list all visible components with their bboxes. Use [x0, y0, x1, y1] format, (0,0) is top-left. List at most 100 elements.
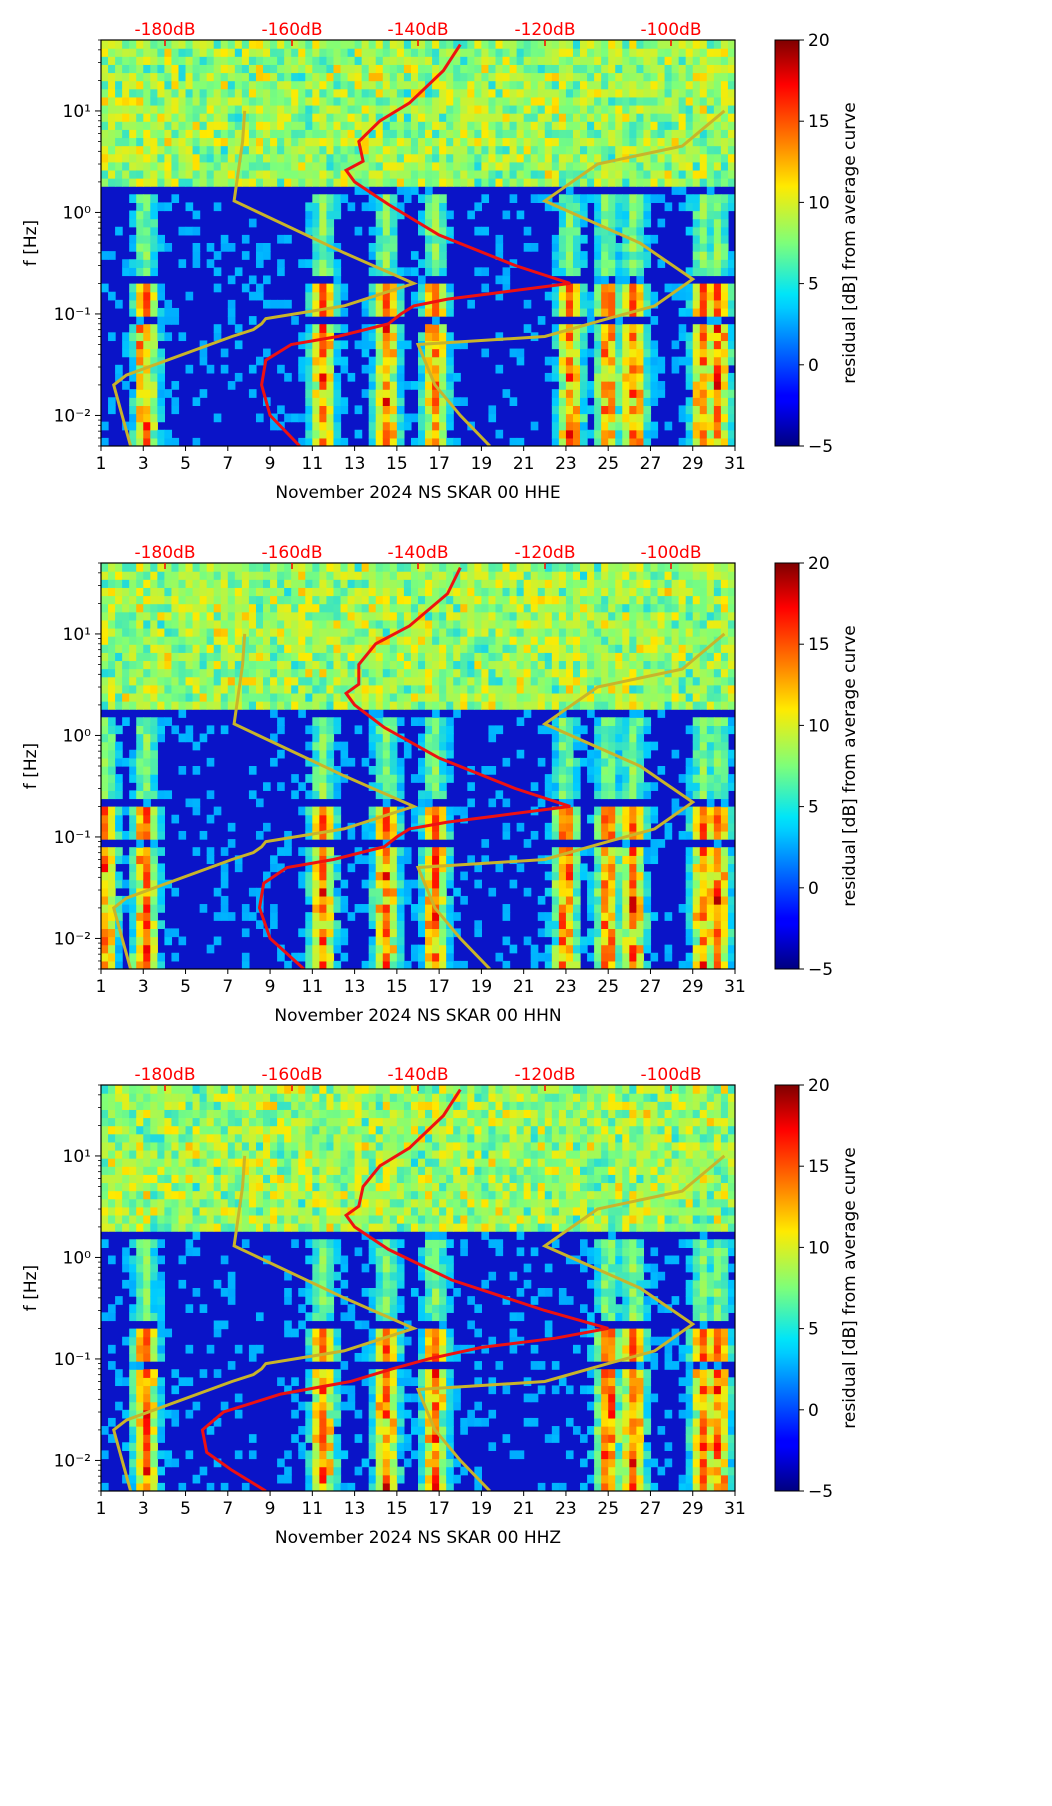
heatmap-cell	[298, 413, 306, 423]
heatmap-cell	[368, 56, 377, 65]
heatmap-cell	[488, 619, 497, 629]
heatmap-cell	[396, 936, 405, 946]
heatmap-cell	[354, 121, 363, 130]
x-tick-label: 25	[597, 454, 619, 474]
heatmap-cell	[305, 627, 313, 637]
heatmap-cell	[312, 952, 320, 962]
colorbar-tick-label: 15	[808, 112, 830, 132]
heatmap-cell	[727, 405, 735, 415]
heatmap-cell	[234, 340, 243, 350]
heatmap-cell	[150, 814, 158, 824]
heatmap-cell	[248, 636, 257, 645]
heatmap-cell	[685, 381, 694, 390]
heatmap-cell	[150, 587, 158, 597]
heatmap-cell	[664, 113, 673, 122]
heatmap-cell	[368, 48, 377, 57]
heatmap-cell	[227, 652, 236, 662]
heatmap-cell	[446, 733, 454, 743]
heatmap-cell	[446, 88, 454, 98]
heatmap-cell	[389, 692, 398, 702]
heatmap-cell	[178, 104, 187, 114]
heatmap-cell	[157, 595, 165, 605]
heatmap-cell	[101, 619, 109, 629]
heatmap-cell	[234, 579, 243, 588]
heatmap-cell	[368, 603, 377, 613]
heatmap-cell	[298, 619, 306, 629]
heatmap-cell	[713, 226, 722, 236]
heatmap-cell	[312, 48, 320, 57]
heatmap-cell	[361, 571, 370, 580]
heatmap-cell	[389, 421, 398, 431]
heatmap-cell	[432, 806, 440, 816]
heatmap-cell	[425, 88, 433, 98]
heatmap-cell	[171, 952, 180, 962]
heatmap-cell	[495, 145, 504, 155]
heatmap-cell	[439, 40, 447, 49]
heatmap-cell	[727, 348, 735, 358]
heatmap-cell	[467, 145, 475, 155]
heatmap-cell	[685, 169, 694, 179]
heatmap-cell	[333, 324, 342, 333]
heatmap-cell	[277, 234, 285, 244]
heatmap-cell	[629, 429, 637, 439]
heatmap-cell	[108, 332, 116, 342]
heatmap-cell	[312, 895, 320, 905]
heatmap-cell	[720, 218, 729, 228]
heatmap-cell	[206, 636, 215, 645]
heatmap-cell	[340, 40, 349, 49]
heatmap-cell	[713, 64, 722, 74]
heatmap-cell	[101, 863, 109, 873]
heatmap-cell	[608, 202, 616, 212]
heatmap-cell	[692, 145, 701, 155]
heatmap-cell	[544, 137, 553, 147]
heatmap-cell	[425, 928, 433, 938]
heatmap-cell	[326, 684, 335, 694]
heatmap-cell	[213, 603, 222, 613]
heatmap-cell	[664, 56, 673, 65]
heatmap-cell	[178, 72, 187, 82]
heatmap-cell	[277, 636, 285, 645]
heatmap-cell	[150, 749, 158, 759]
heatmap-cell	[220, 113, 229, 122]
heatmap-cell	[227, 701, 236, 710]
heatmap-cell	[375, 749, 384, 759]
heatmap-cell	[439, 121, 447, 130]
heatmap-cell	[601, 356, 609, 366]
heatmap-cell	[213, 563, 222, 572]
heatmap-cell	[699, 243, 708, 252]
heatmap-cell	[171, 113, 180, 122]
heatmap-cell	[439, 113, 447, 122]
heatmap-cell	[220, 676, 229, 686]
heatmap-cell	[495, 129, 504, 139]
heatmap-cell	[418, 774, 426, 783]
heatmap-cell	[101, 595, 109, 605]
heatmap-cell	[312, 822, 320, 832]
heatmap-cell	[319, 56, 328, 65]
heatmap-cell	[432, 226, 440, 236]
heatmap-cell	[305, 48, 313, 57]
heatmap-cell	[474, 928, 482, 938]
heatmap-cell	[136, 356, 144, 366]
heatmap-cell	[706, 48, 715, 57]
heatmap-cell	[396, 307, 405, 317]
heatmap-cell	[270, 104, 278, 114]
heatmap-cell	[143, 757, 151, 767]
heatmap-cell	[615, 137, 623, 147]
heatmap-cell	[129, 960, 137, 969]
heatmap-cell	[157, 364, 165, 374]
heatmap-cell	[164, 563, 173, 572]
heatmap-cell	[333, 563, 342, 572]
heatmap-cell	[699, 332, 708, 342]
heatmap-cell	[460, 636, 468, 645]
heatmap-cell	[220, 96, 229, 106]
heatmap-cell	[692, 178, 701, 187]
heatmap-cell	[502, 603, 511, 613]
heatmap-cell	[206, 169, 215, 179]
heatmap-cell	[382, 299, 391, 309]
heatmap-cell	[284, 104, 292, 114]
heatmap-cell	[375, 895, 384, 905]
heatmap-cell	[594, 348, 602, 358]
heatmap-cell	[608, 437, 616, 446]
heatmap-cell	[178, 571, 187, 580]
heatmap-cell	[622, 421, 630, 431]
